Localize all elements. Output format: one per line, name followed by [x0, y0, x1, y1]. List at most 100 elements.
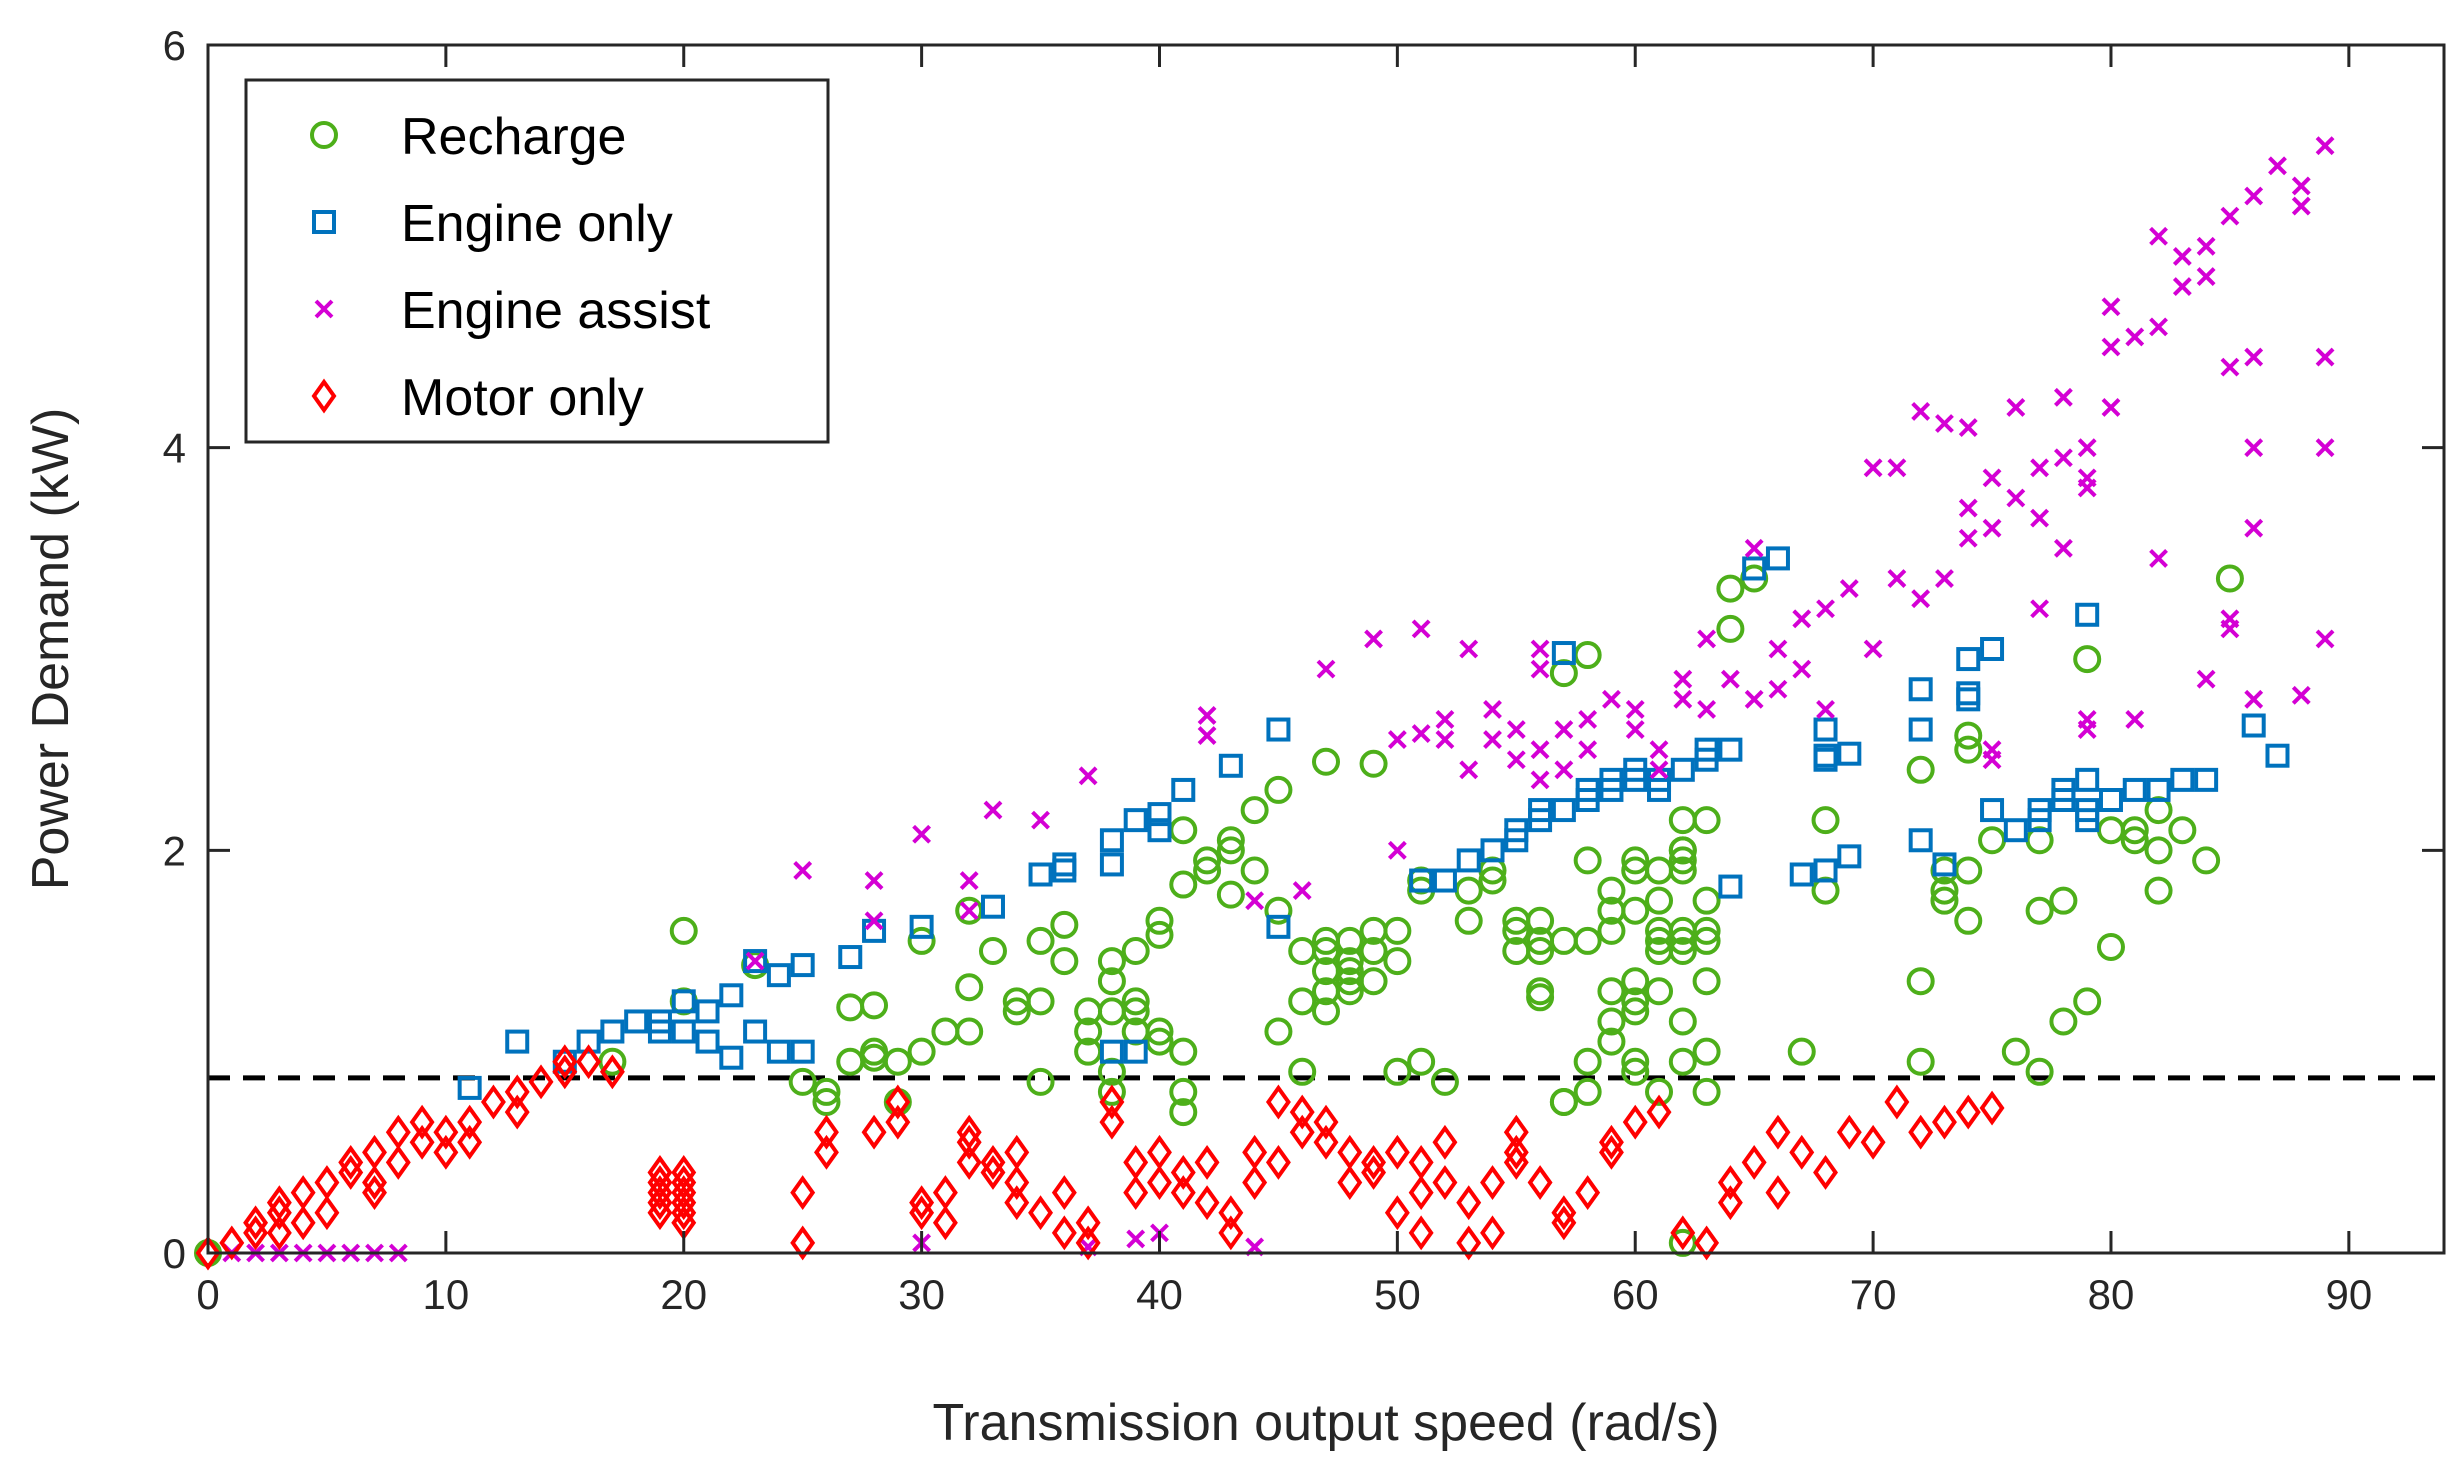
- x-tick-label: 30: [898, 1271, 945, 1318]
- data-point: [1483, 730, 1502, 750]
- data-point: [2006, 488, 2026, 508]
- data-point: [1408, 1215, 1434, 1251]
- data-point: [1218, 1195, 1244, 1231]
- data-point: [1218, 1215, 1244, 1251]
- data-point: [2027, 798, 2052, 823]
- data-point: [2170, 767, 2195, 792]
- data-point: [1171, 777, 1196, 802]
- data-point: [1361, 1144, 1387, 1180]
- data-point: [1530, 639, 1550, 659]
- data-point: [504, 1094, 530, 1130]
- data-point: [1245, 891, 1265, 911]
- data-point: [932, 1205, 958, 1241]
- data-point: [1503, 1134, 1529, 1170]
- data-point: [1670, 1215, 1696, 1251]
- data-point: [1335, 957, 1364, 986]
- data-point: [576, 1029, 601, 1054]
- data-point: [1099, 1104, 1125, 1140]
- data-point: [790, 1175, 816, 1211]
- data-point: [2220, 609, 2240, 629]
- data-points: [194, 136, 2444, 1271]
- data-point: [671, 1185, 697, 1221]
- data-point: [1573, 846, 1602, 875]
- data-point: [1506, 750, 1526, 770]
- data-point: [600, 1019, 625, 1044]
- data-point: [1026, 987, 1055, 1016]
- data-point: [1597, 977, 1626, 1006]
- data-point: [1002, 997, 1031, 1026]
- data-point: [1980, 637, 2005, 661]
- data-point: [1811, 806, 1840, 835]
- data-point: [1312, 747, 1340, 776]
- data-point: [2030, 458, 2050, 478]
- data-point: [959, 871, 979, 890]
- data-point: [1459, 760, 1479, 780]
- data-point: [1692, 1037, 1721, 1066]
- data-point: [2125, 710, 2145, 729]
- data-point: [1621, 987, 1650, 1016]
- data-point: [2144, 876, 2173, 905]
- data-point: [2291, 176, 2311, 196]
- data-point: [2096, 932, 2125, 961]
- data-point: [2149, 317, 2168, 337]
- data-point: [1887, 569, 1907, 588]
- data-point: [1697, 699, 1717, 719]
- data-point: [1050, 947, 1079, 976]
- data-point: [1694, 737, 1719, 762]
- data-point: [1930, 886, 1959, 915]
- data-point: [1456, 1185, 1482, 1221]
- data-point: [1432, 868, 1457, 893]
- data-point: [1697, 629, 1717, 649]
- data-point: [1551, 798, 1576, 823]
- data-point: [1289, 1114, 1315, 1150]
- data-point: [1526, 983, 1555, 1012]
- data-point: [1242, 1165, 1268, 1200]
- data-point: [1955, 1094, 1981, 1130]
- data-point: [2244, 689, 2264, 709]
- data-point: [1932, 1104, 1957, 1140]
- data-point: [1266, 914, 1291, 939]
- data-point: [1645, 977, 1674, 1006]
- data-point: [1958, 528, 1978, 548]
- data-point: [1837, 741, 1862, 766]
- data-point: [671, 1019, 696, 1044]
- data-point: [1193, 846, 1222, 875]
- data-point: [1074, 1017, 1103, 1046]
- data-point: [1646, 1094, 1672, 1130]
- data-point: [2241, 713, 2266, 738]
- data-point: [457, 1124, 483, 1160]
- data-point: [1530, 770, 1550, 790]
- data-point: [1364, 629, 1383, 649]
- data-point: [814, 1134, 839, 1170]
- data-point: [1621, 896, 1650, 925]
- data-point: [2265, 743, 2290, 768]
- data-point: [2075, 602, 2100, 627]
- data-point: [409, 1104, 435, 1140]
- data-point: [2120, 816, 2149, 845]
- data-point: [2073, 987, 2102, 1016]
- data-point: [1099, 1039, 1124, 1064]
- data-point: [1649, 760, 1669, 780]
- data-point: [1123, 808, 1148, 833]
- data-point: [1908, 677, 1933, 702]
- data-point: [1621, 1047, 1650, 1076]
- data-point: [1573, 1077, 1602, 1106]
- data-point: [2244, 438, 2264, 458]
- data-point: [1264, 1017, 1293, 1046]
- data-point: [1813, 1155, 1838, 1190]
- data-point: [385, 1144, 411, 1180]
- data-point: [1409, 868, 1434, 893]
- data-point: [1028, 1195, 1054, 1231]
- data-point: [1313, 1124, 1339, 1160]
- data-point: [2077, 710, 2097, 729]
- data-point: [1408, 1175, 1434, 1211]
- data-point: [1407, 1047, 1436, 1076]
- data-point: [1028, 862, 1053, 887]
- data-point: [1169, 870, 1198, 899]
- data-point: [1597, 916, 1626, 945]
- series-engine-assist: [222, 136, 2335, 1263]
- data-point: [1121, 997, 1150, 1026]
- data-point: [1312, 937, 1340, 965]
- data-point: [1432, 1124, 1458, 1160]
- data-point: [1265, 1084, 1291, 1120]
